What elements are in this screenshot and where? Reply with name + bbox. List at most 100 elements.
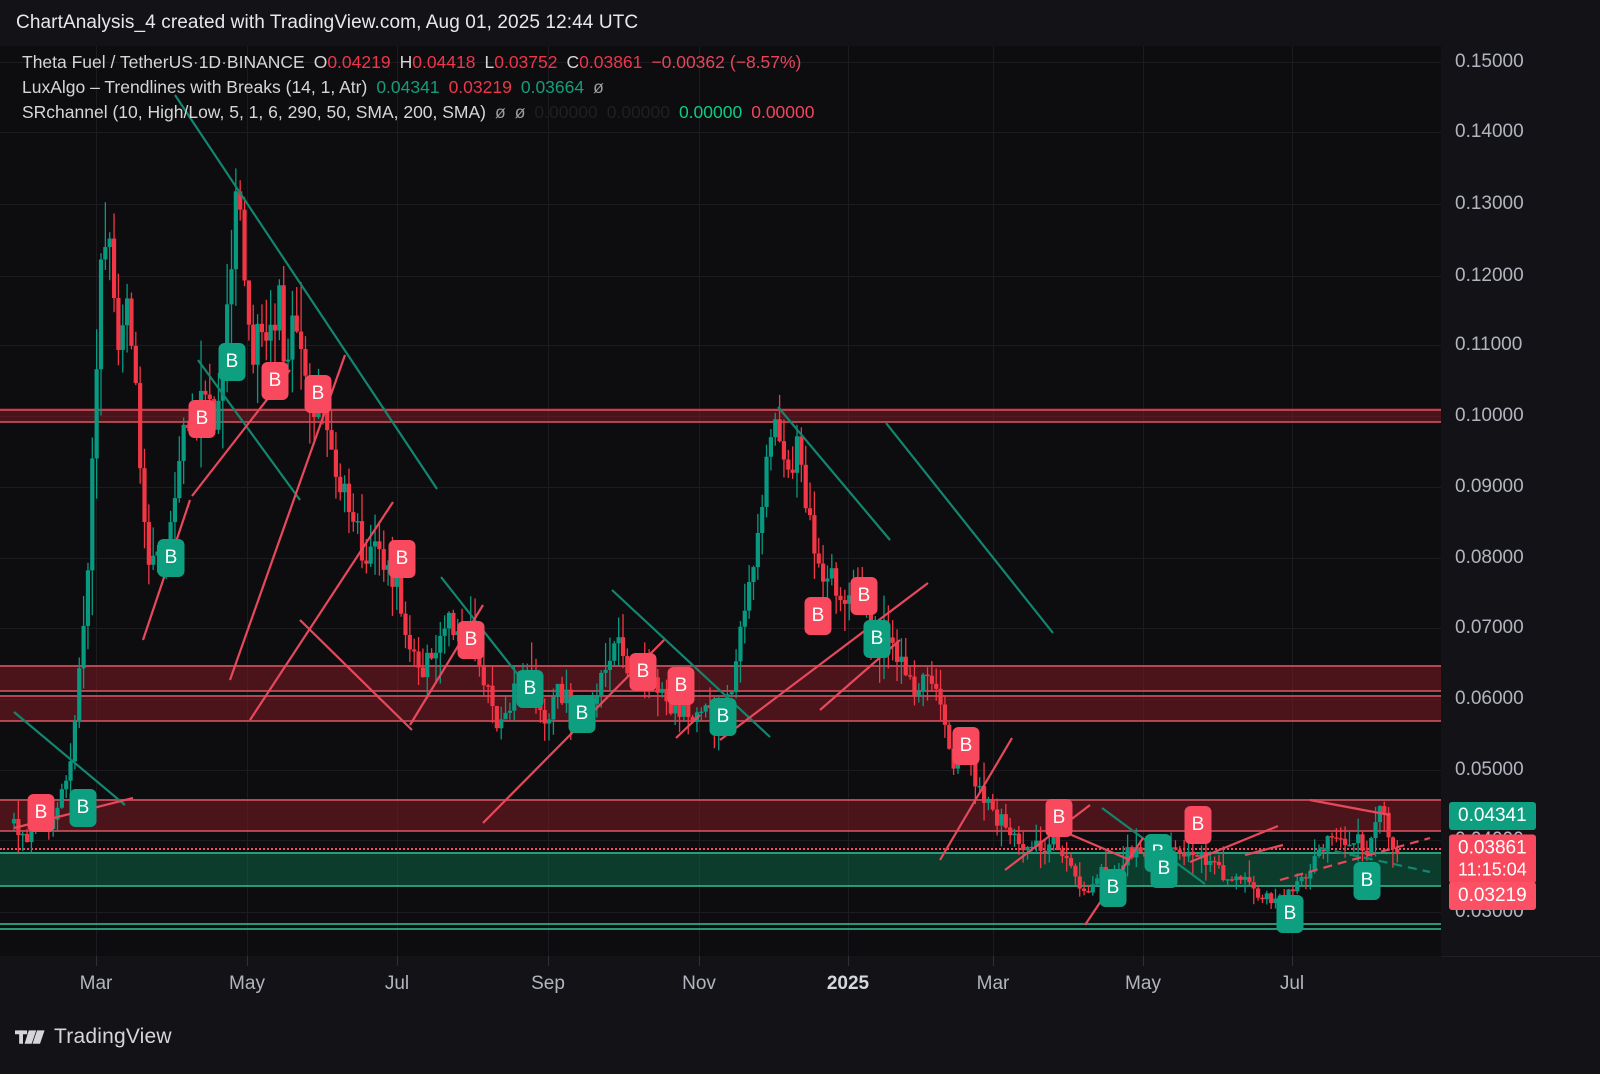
trendline (1189, 824, 1279, 864)
buy-signal-marker[interactable]: B (1276, 895, 1304, 933)
support-line-lowest-2 (0, 928, 1441, 930)
trendline (939, 737, 1013, 861)
candle (277, 279, 282, 341)
time-axis-label: Jul (1279, 973, 1305, 994)
price-scale[interactable]: 0.15000 0.14000 0.13000 0.12000 0.11000 0.100… (1441, 46, 1600, 956)
candle (555, 683, 560, 709)
sell-signal-marker[interactable]: B (952, 727, 980, 765)
resistance-zone-upper (0, 408, 1441, 422)
buy-signal-marker[interactable]: B (709, 698, 737, 736)
candle (507, 702, 512, 720)
trendline (719, 582, 929, 741)
sell-signal-marker[interactable]: B (457, 621, 485, 659)
sell-signal-marker[interactable]: B (388, 540, 416, 578)
last-price-tag[interactable]: 0.03861 11:15:04 (1449, 834, 1536, 884)
legend-indicator-srchannel[interactable]: SRchannel (10, High/Low, 5, 1, 6, 290, 5… (22, 100, 814, 125)
candle (368, 524, 373, 568)
tradingview-logo[interactable]: TradingView (15, 1025, 172, 1049)
candle (655, 668, 660, 717)
candle (1329, 832, 1335, 846)
sell-signal-marker[interactable]: B (304, 375, 332, 413)
sell-signal-marker[interactable]: B (804, 597, 832, 635)
sell-signal-marker[interactable]: B (1045, 799, 1073, 837)
trendline (440, 576, 531, 691)
candle (1295, 873, 1300, 894)
candle (177, 436, 182, 503)
buy-signal-marker[interactable]: B (568, 695, 596, 733)
chart-legend: Theta Fuel / TetherUS · 1D · BINANCE O 0… (22, 50, 814, 125)
legend-symbol-row[interactable]: Theta Fuel / TetherUS · 1D · BINANCE O 0… (22, 50, 814, 75)
candle (416, 637, 421, 686)
candle (1203, 842, 1208, 881)
legend-low-value: 0.03752 (494, 52, 558, 72)
buy-signal-marker[interactable]: B (1353, 862, 1381, 900)
candle (1212, 856, 1217, 875)
candle (238, 180, 243, 221)
candle (1008, 817, 1013, 845)
candle (1360, 831, 1365, 862)
candle (560, 676, 565, 706)
candle (216, 372, 221, 435)
candle (494, 705, 499, 732)
candle (359, 494, 365, 569)
legend-indicator-luxalgo[interactable]: LuxAlgo – Trendlines with Breaks (14, 1,… (22, 75, 814, 100)
candle (1073, 863, 1078, 885)
candle (264, 299, 269, 361)
candle (72, 715, 77, 770)
buy-signal-marker[interactable]: B (218, 343, 246, 381)
candle (1251, 875, 1256, 905)
trendline (174, 94, 438, 490)
grid-line-horizontal (0, 628, 1441, 629)
sell-signal-marker[interactable]: B (261, 362, 289, 400)
trendline (1059, 828, 1131, 862)
tradingview-mark-icon (15, 1029, 45, 1044)
indicator-lower-tag[interactable]: 0.03219 (1449, 882, 1536, 910)
buy-signal-marker[interactable]: B (863, 620, 891, 658)
candle (760, 494, 765, 555)
sell-signal-marker[interactable]: B (27, 794, 55, 832)
candle (999, 808, 1004, 847)
price-axis-label: 0.15000 (1455, 51, 1524, 72)
candle (664, 679, 669, 716)
resistance-zone-mid-a (0, 665, 1441, 691)
legend-open-label: O (313, 52, 328, 72)
candle (233, 168, 238, 306)
candle (790, 446, 795, 479)
candle (1034, 824, 1039, 854)
candle (1086, 884, 1091, 894)
candle (1068, 851, 1074, 869)
time-axis-tick (397, 956, 398, 966)
buy-signal-marker[interactable]: B (1099, 869, 1127, 907)
candle (333, 432, 338, 499)
candle (407, 615, 412, 663)
candle (1256, 886, 1261, 901)
legend-high-label: H (399, 52, 413, 72)
candle (372, 514, 378, 575)
tradingview-wordmark: TradingView (54, 1025, 172, 1048)
indicator1-value-2: 0.03219 (448, 77, 512, 97)
buy-signal-marker[interactable]: B (516, 670, 544, 708)
candle (1138, 843, 1143, 853)
candle (1095, 874, 1100, 886)
price-tag-countdown: 11:15:04 (1458, 859, 1527, 880)
grid-line-horizontal (0, 840, 1441, 841)
caption-text: ChartAnalysis_4 created with TradingView… (16, 12, 639, 33)
time-scale[interactable]: Mar May Jul Sep Nov 2025 Mar May Jul (0, 956, 1441, 1008)
sell-signal-marker[interactable]: B (188, 400, 216, 438)
grid-line-horizontal (0, 276, 1441, 277)
buy-signal-marker[interactable]: B (69, 789, 97, 827)
sell-signal-marker[interactable]: B (1184, 806, 1212, 844)
candle (755, 513, 760, 580)
price-axis-label: 0.08000 (1455, 547, 1524, 568)
sell-signal-marker[interactable]: B (629, 653, 657, 691)
buy-signal-marker[interactable]: B (157, 539, 185, 577)
candle (799, 427, 804, 483)
candle (816, 537, 821, 568)
indicator-upper-tag[interactable]: 0.04341 (1449, 802, 1536, 830)
sell-signal-marker[interactable]: B (667, 667, 695, 705)
sell-signal-marker[interactable]: B (850, 577, 878, 615)
candle (77, 657, 82, 729)
buy-signal-marker[interactable]: B (1150, 850, 1178, 888)
candle (151, 527, 156, 571)
